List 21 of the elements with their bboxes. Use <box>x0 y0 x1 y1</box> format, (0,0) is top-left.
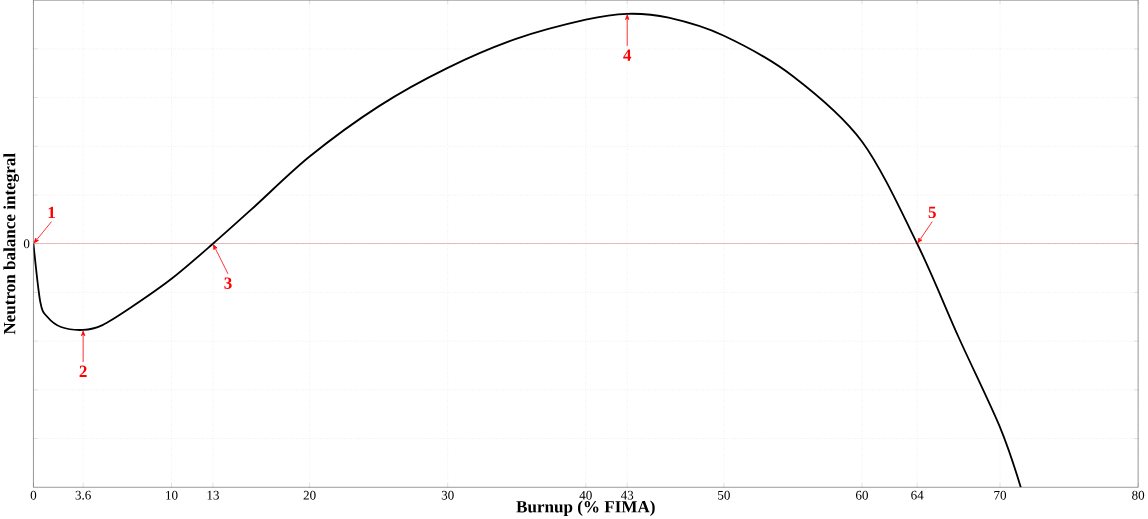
annotation: 2 <box>79 365 87 377</box>
x-tick-label: 20 <box>303 490 316 500</box>
x-tick-label: 10 <box>166 490 178 500</box>
x-tick-label: 60 <box>855 490 868 500</box>
x-tick-label: 43 <box>620 490 634 500</box>
y-axis-title: Neutron balance integral <box>3 152 19 335</box>
x-tick-label: 50 <box>718 490 730 500</box>
annotation: 1 <box>48 206 55 218</box>
x-tick-label: 80 <box>1132 490 1145 500</box>
x-axis-title: Burnup (% FIMA) <box>516 500 655 516</box>
ref-line-label: 0 <box>23 239 30 248</box>
annotation: 5 <box>928 206 936 218</box>
x-tick-label: 13 <box>207 490 219 500</box>
x-tick-label: 30 <box>441 490 454 500</box>
x-tick-label: 40 <box>579 490 592 500</box>
x-tick-label: 3.6 <box>75 490 91 500</box>
annotation: 3 <box>224 277 232 289</box>
x-tick-label: 0 <box>30 490 37 500</box>
x-tick-label: 64 <box>911 490 924 500</box>
x-tick-label: 70 <box>994 490 1007 500</box>
annotation: 4 <box>623 49 632 61</box>
